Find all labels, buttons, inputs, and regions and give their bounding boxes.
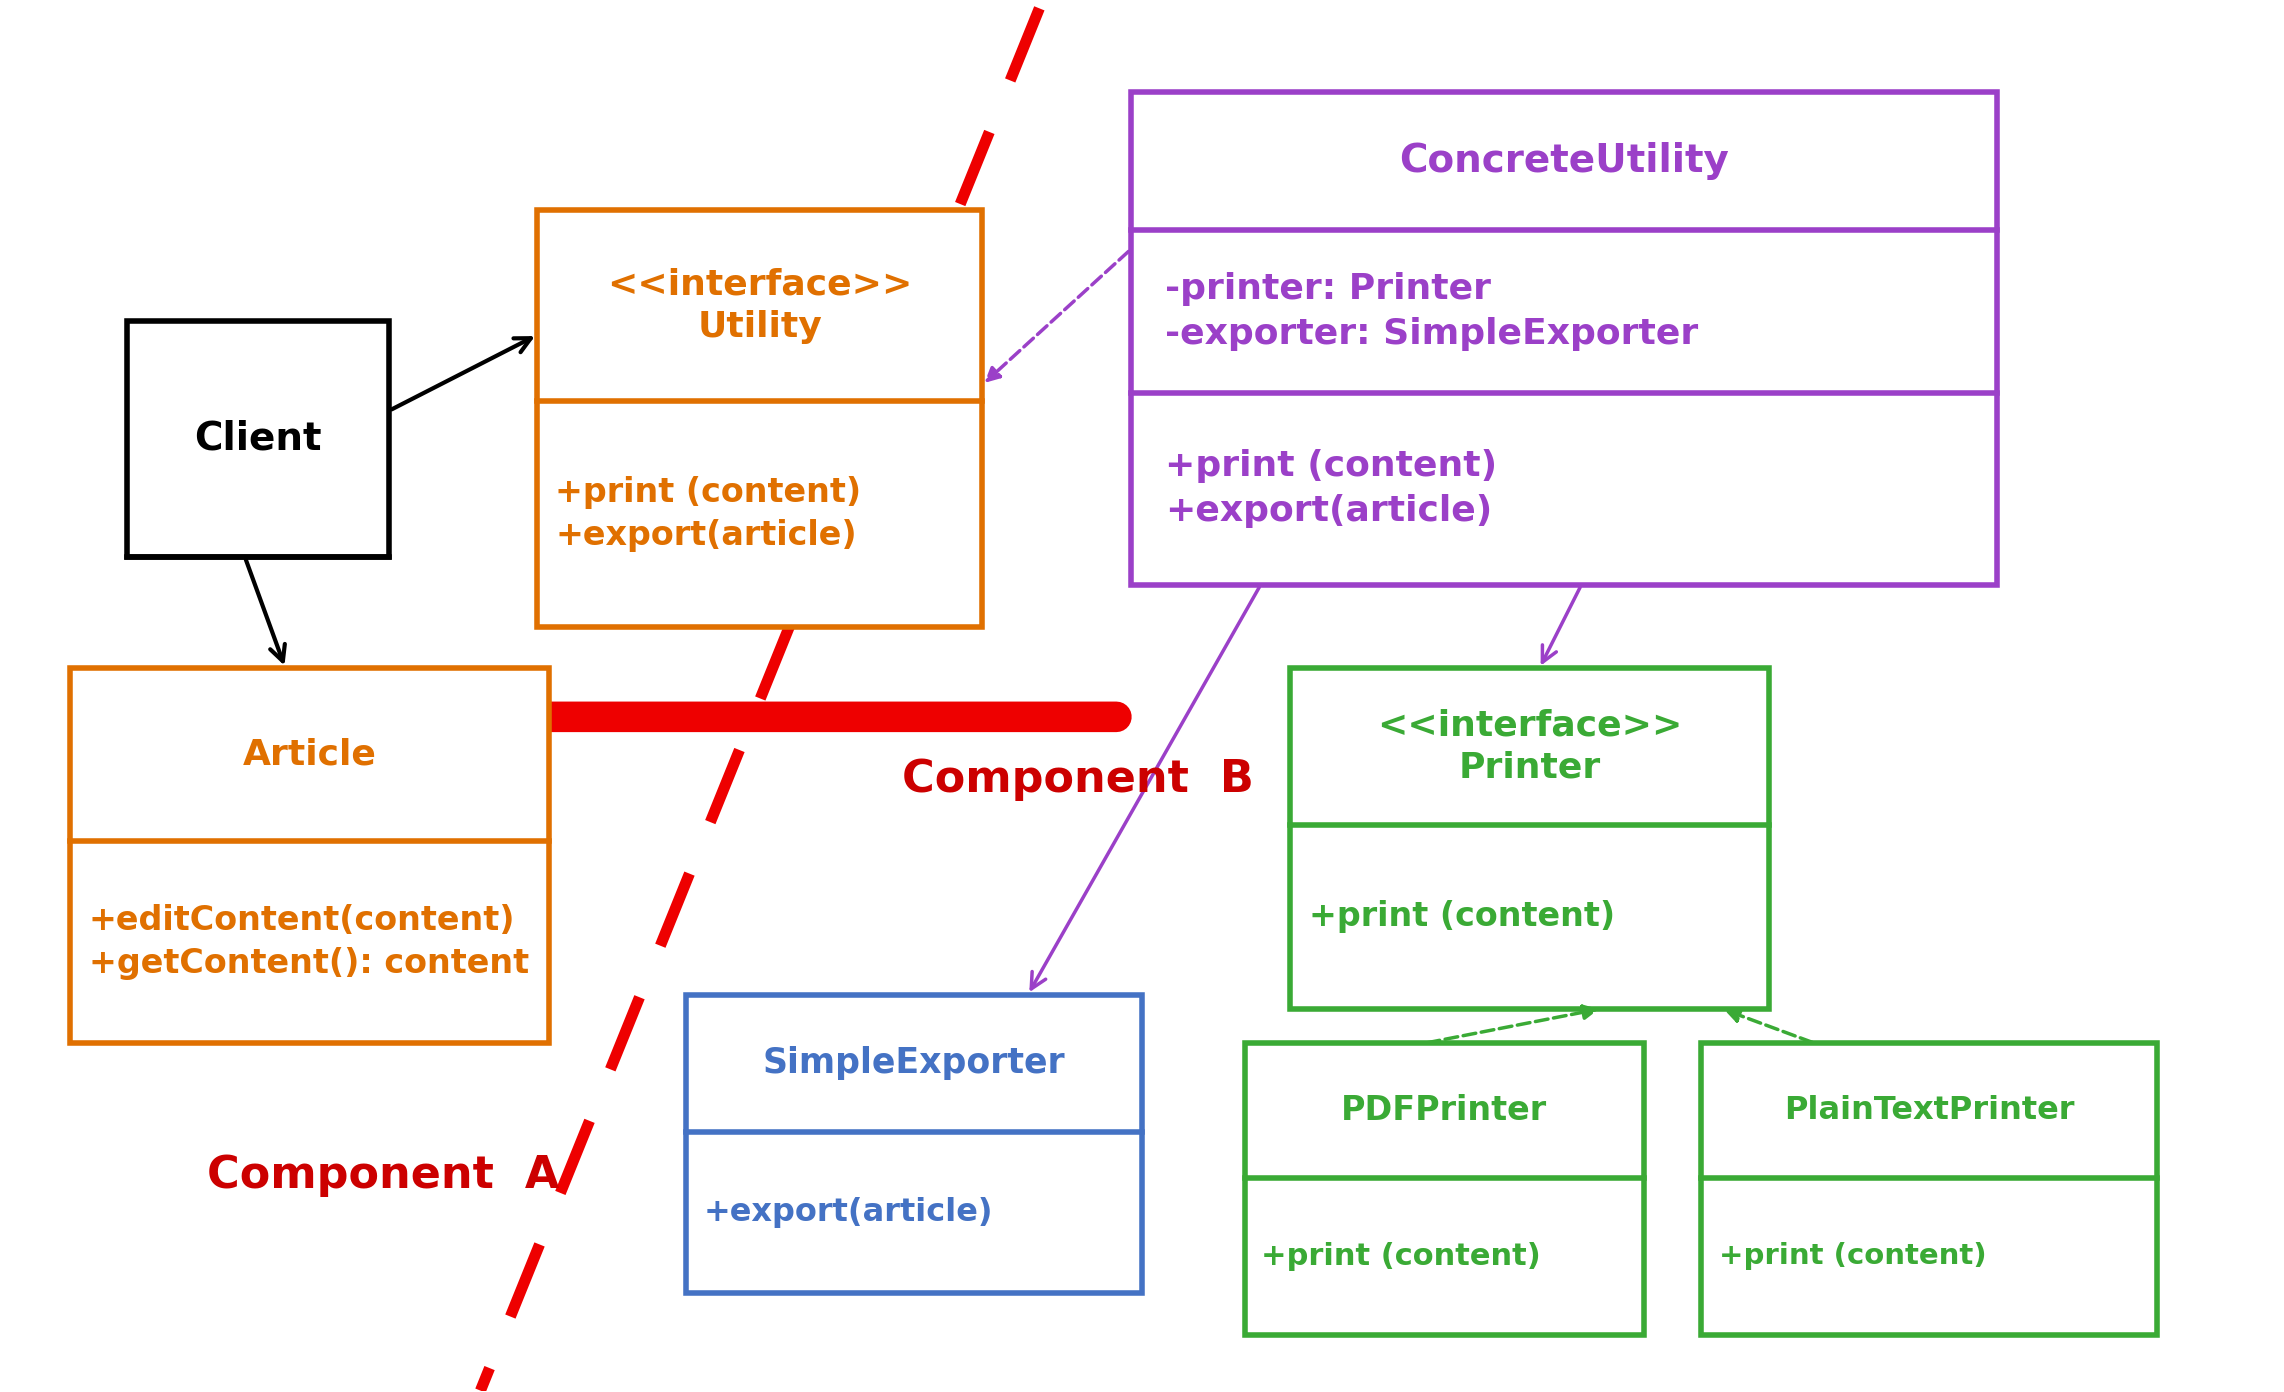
Text: Component  B: Component B — [902, 757, 1254, 800]
Bar — [537, 210, 982, 626]
Bar — [128, 322, 388, 557]
Bar — [1245, 1044, 1644, 1335]
Text: Article: Article — [242, 738, 377, 771]
Text: -printer: Printer
-exporter: SimpleExporter: -printer: Printer -exporter: SimpleExpor… — [1165, 271, 1699, 351]
Bar — [71, 668, 548, 1044]
Text: PlainTextPrinter: PlainTextPrinter — [1784, 1096, 2074, 1126]
Bar — [1290, 668, 1770, 1009]
Text: +print (content)
+export(article): +print (content) +export(article) — [555, 476, 861, 553]
Text: +print (content): +print (content) — [1720, 1242, 1987, 1271]
Text: Client: Client — [194, 420, 322, 458]
Text: Component  A: Component A — [206, 1154, 560, 1197]
Bar — [1131, 92, 1998, 585]
Text: +editContent(content)
+getContent(): content: +editContent(content) +getContent(): con… — [89, 903, 530, 980]
Text: PDFPrinter: PDFPrinter — [1341, 1094, 1546, 1128]
Text: +export(article): +export(article) — [703, 1197, 994, 1228]
Text: +print (content): +print (content) — [1309, 901, 1615, 933]
Bar — [1702, 1044, 2156, 1335]
Text: <<interface>>
Printer: <<interface>> Printer — [1377, 709, 1683, 785]
Text: <<interface>>
Utility: <<interface>> Utility — [608, 267, 914, 344]
Text: ConcreteUtility: ConcreteUtility — [1400, 142, 1729, 180]
Text: +print (content)
+export(article): +print (content) +export(article) — [1165, 450, 1498, 528]
Bar — [685, 995, 1142, 1293]
Text: +print (content): +print (content) — [1261, 1242, 1539, 1271]
Text: SimpleExporter: SimpleExporter — [763, 1047, 1064, 1080]
